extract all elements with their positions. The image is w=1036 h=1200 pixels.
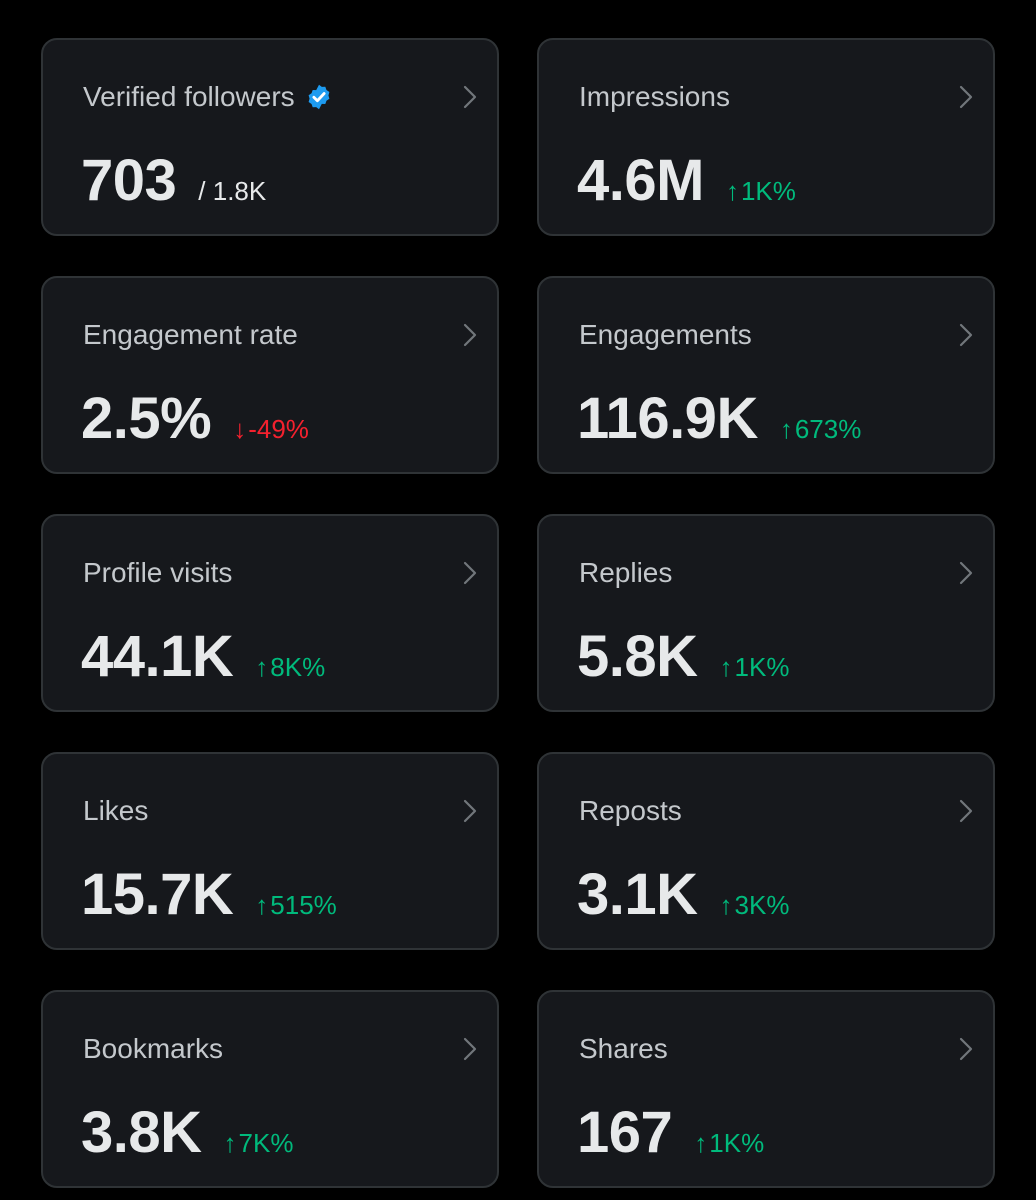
- metric-label: Profile visits: [83, 557, 233, 588]
- metric-delta-value: 515%: [270, 890, 337, 920]
- chevron-right-icon: [463, 799, 477, 823]
- arrow-up-icon: ↑: [779, 414, 793, 444]
- metric-delta: ↑1K%: [726, 176, 796, 207]
- metric-delta: ↑7K%: [224, 1128, 294, 1159]
- metric-value: 2.5%: [81, 386, 212, 451]
- metric-value: 167: [577, 1100, 673, 1165]
- metric-delta-value: 7K%: [238, 1128, 294, 1158]
- arrow-up-icon: ↑: [694, 1128, 708, 1158]
- metric-card-shares[interactable]: Shares 167 ↑1K%: [537, 990, 995, 1188]
- metric-delta-value: 8K%: [270, 652, 326, 682]
- arrow-up-icon: ↑: [719, 652, 733, 682]
- metric-value-row: 703 / 1.8K: [81, 146, 266, 216]
- metric-delta-value: -49%: [248, 414, 309, 444]
- metric-value: 5.8K: [577, 624, 698, 689]
- metric-card-bookmarks[interactable]: Bookmarks 3.8K ↑7K%: [41, 990, 499, 1188]
- metric-delta: ↑1K%: [720, 652, 790, 683]
- arrow-up-icon: ↑: [719, 890, 733, 920]
- chevron-right-icon: [959, 323, 973, 347]
- metric-card-impressions[interactable]: Impressions 4.6M ↑1K%: [537, 38, 995, 236]
- metric-label: Engagements: [579, 319, 752, 350]
- metric-delta: ↑515%: [255, 890, 337, 921]
- metric-card-profile-visits[interactable]: Profile visits 44.1K ↑8K%: [41, 514, 499, 712]
- metric-value-row: 167 ↑1K%: [577, 1098, 764, 1168]
- metric-value: 3.1K: [577, 862, 698, 927]
- metric-delta-value: 1K%: [709, 1128, 765, 1158]
- metric-delta: ↑1K%: [694, 1128, 764, 1159]
- metric-value: 3.8K: [81, 1100, 202, 1165]
- chevron-right-icon: [463, 85, 477, 109]
- metric-delta-value: 673%: [794, 414, 862, 444]
- metric-value-row: 44.1K ↑8K%: [81, 622, 325, 692]
- metric-value: 15.7K: [81, 862, 234, 927]
- metric-label: Impressions: [579, 81, 730, 112]
- metric-card-engagements[interactable]: Engagements 116.9K ↑673%: [537, 276, 995, 474]
- metric-value: 44.1K: [81, 624, 234, 689]
- metric-delta: ↑8K%: [255, 652, 325, 683]
- metric-card-reposts[interactable]: Reposts 3.1K ↑3K%: [537, 752, 995, 950]
- metric-card-likes[interactable]: Likes 15.7K ↑515%: [41, 752, 499, 950]
- verified-badge-icon: [308, 84, 330, 110]
- metric-card-verified-followers[interactable]: Verified followers 703 / 1.8K: [41, 38, 499, 236]
- metric-card-engagement-rate[interactable]: Engagement rate 2.5% ↓-49%: [41, 276, 499, 474]
- metric-label: Reposts: [579, 795, 682, 826]
- arrow-down-icon: ↓: [233, 414, 247, 444]
- metric-label: Verified followers: [83, 81, 295, 112]
- metric-delta-value: 3K%: [734, 890, 790, 920]
- chevron-right-icon: [959, 799, 973, 823]
- chevron-right-icon: [959, 1037, 973, 1061]
- metric-value-row: 3.1K ↑3K%: [577, 860, 789, 930]
- metric-value-row: 5.8K ↑1K%: [577, 622, 789, 692]
- metric-delta: ↑673%: [780, 414, 862, 445]
- metric-value-row: 15.7K ↑515%: [81, 860, 337, 930]
- arrow-up-icon: ↑: [255, 890, 269, 920]
- metric-value: 703: [81, 148, 177, 213]
- arrow-up-icon: ↑: [255, 652, 269, 682]
- metric-delta-value: 1K%: [734, 652, 790, 682]
- metric-delta-value: 1K%: [740, 176, 796, 206]
- metric-value-row: 3.8K ↑7K%: [81, 1098, 293, 1168]
- metrics-grid: Verified followers 703 / 1.8K Impression…: [41, 38, 995, 1188]
- chevron-right-icon: [463, 323, 477, 347]
- chevron-right-icon: [959, 561, 973, 585]
- metric-delta: ↓-49%: [233, 414, 309, 445]
- metric-label-row: Verified followers: [83, 80, 333, 114]
- metric-value-row: 116.9K ↑673%: [577, 384, 861, 454]
- chevron-right-icon: [959, 85, 973, 109]
- arrow-up-icon: ↑: [725, 176, 739, 206]
- metric-label: Shares: [579, 1033, 668, 1064]
- metric-total: / 1.8K: [198, 176, 267, 206]
- metric-card-replies[interactable]: Replies 5.8K ↑1K%: [537, 514, 995, 712]
- metric-label: Replies: [579, 557, 673, 588]
- metric-value-row: 2.5% ↓-49%: [81, 384, 309, 454]
- metric-value: 4.6M: [577, 148, 704, 213]
- chevron-right-icon: [463, 1037, 477, 1061]
- metric-label: Likes: [83, 795, 149, 826]
- metric-label: Bookmarks: [83, 1033, 224, 1064]
- metric-value-row: 4.6M ↑1K%: [577, 146, 796, 216]
- arrow-up-icon: ↑: [223, 1128, 237, 1158]
- metric-delta: ↑3K%: [720, 890, 790, 921]
- chevron-right-icon: [463, 561, 477, 585]
- metric-label: Engagement rate: [83, 319, 298, 350]
- metric-value: 116.9K: [577, 386, 758, 451]
